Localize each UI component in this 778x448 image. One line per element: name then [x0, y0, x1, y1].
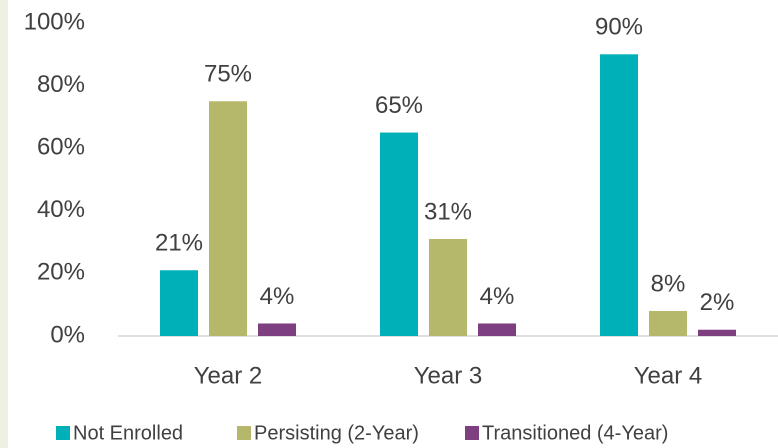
y-tick-label: 40% — [37, 196, 85, 223]
bar — [478, 323, 516, 336]
bar — [429, 238, 467, 336]
legend-swatch — [56, 426, 70, 440]
bar — [160, 270, 198, 336]
x-tick-label: Year 3 — [414, 362, 483, 389]
x-tick-label: Year 4 — [634, 362, 703, 389]
bar — [209, 101, 247, 336]
side-strip — [0, 0, 8, 448]
data-label: 90% — [595, 14, 643, 41]
y-tick-label: 0% — [50, 321, 85, 348]
y-tick-label: 20% — [37, 259, 85, 286]
bar — [258, 323, 296, 336]
legend-label: Not Enrolled — [73, 422, 183, 444]
data-label: 4% — [480, 283, 515, 310]
data-label: 75% — [204, 61, 252, 88]
legend-label: Persisting (2-Year) — [254, 422, 419, 444]
legend-label: Transitioned (4-Year) — [482, 422, 668, 444]
data-label: 2% — [700, 289, 735, 316]
y-tick-label: 60% — [37, 134, 85, 161]
y-tick-label: 100% — [24, 8, 85, 35]
data-label: 65% — [375, 92, 423, 119]
bar — [698, 329, 736, 336]
bar — [600, 54, 638, 337]
x-tick-label: Year 2 — [194, 362, 263, 389]
bar — [649, 310, 687, 336]
y-tick-label: 80% — [37, 71, 85, 98]
bar — [380, 132, 418, 336]
data-label: 31% — [424, 198, 472, 225]
legend-swatch — [465, 426, 479, 440]
legend-swatch — [237, 426, 251, 440]
data-label: 8% — [651, 270, 686, 297]
data-label: 21% — [155, 230, 203, 257]
data-label: 4% — [260, 283, 295, 310]
